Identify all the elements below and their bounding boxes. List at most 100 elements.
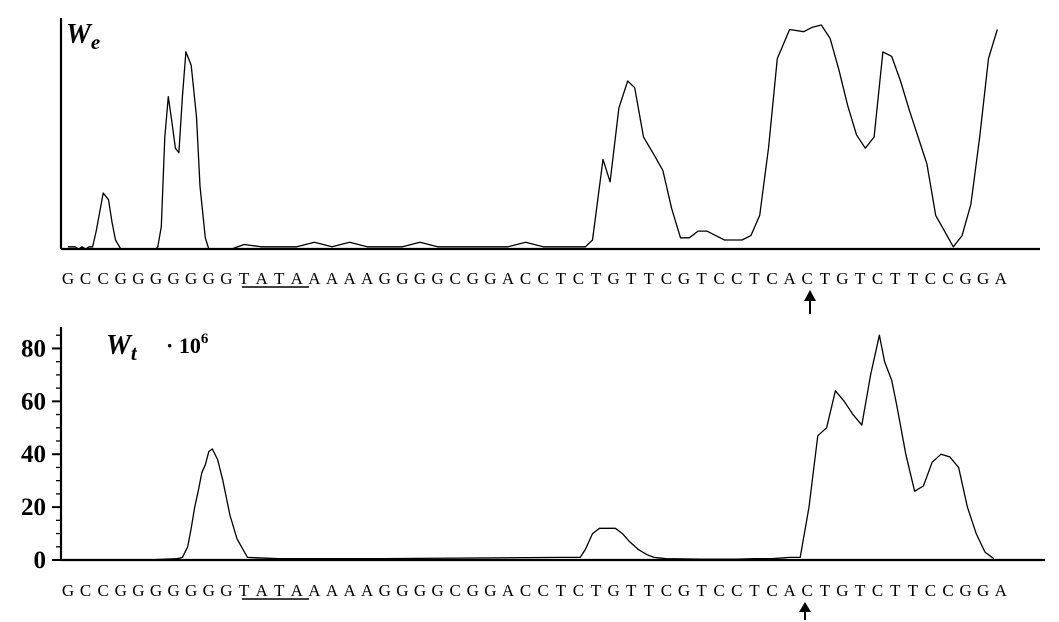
nucleotide: G [132,269,144,288]
nucleotide: C [450,269,461,288]
nucleotide: G [167,269,179,288]
nucleotide: C [925,581,936,600]
nucleotide: C [731,581,742,600]
nucleotide: A [343,269,356,288]
nucleotide: G [484,581,496,600]
nucleotide: T [239,269,250,288]
nucleotide: G [431,269,443,288]
nucleotide: G [959,581,971,600]
nucleotide: A [502,581,515,600]
nucleotide: G [220,581,232,600]
nucleotide: C [925,269,936,288]
nucleotide: A [361,581,374,600]
nucleotide: C [573,269,584,288]
nucleotide: G [150,269,162,288]
nucleotide: G [484,269,496,288]
nucleotide: A [361,269,374,288]
nucleotide: G [185,581,197,600]
nucleotide: T [855,581,866,600]
nucleotide: C [98,269,109,288]
nucleotide: C [942,581,953,600]
nucleotide: T [855,269,866,288]
nucleotide: C [98,581,109,600]
nucleotide: T [820,581,831,600]
nucleotide: C [766,581,777,600]
nucleotide: C [714,581,725,600]
y-tick-label: 80 [21,335,46,362]
nucleotide: T [908,269,919,288]
nucleotide: T [749,581,760,600]
tss-arrow-bottom [799,602,811,620]
nucleotide: G [396,581,408,600]
nucleotide: A [343,581,356,600]
nucleotide: G [431,581,443,600]
nucleotide: T [644,581,655,600]
nucleotide: C [661,581,672,600]
nucleotide: C [80,269,91,288]
nucleotide: G [467,269,479,288]
nucleotide: C [573,581,584,600]
nucleotide: G [678,269,690,288]
nucleotide: T [591,581,602,600]
nucleotide: G [150,581,162,600]
nucleotide: A [308,581,321,600]
y-tick-label: 20 [21,494,46,521]
nucleotide: C [802,581,813,600]
nucleotide: C [538,581,549,600]
nucleotide: T [820,269,831,288]
nucleotide: G [379,269,391,288]
nucleotide: A [326,269,339,288]
nucleotide: C [872,269,883,288]
nucleotide: G [132,581,144,600]
nucleotide: A [995,269,1008,288]
nucleotide: G [115,269,127,288]
nucleotide: G [678,581,690,600]
wt-y-ticks: 0 20 40 60 80 [21,334,61,574]
nucleotide: T [626,581,637,600]
nucleotide: T [644,269,655,288]
nucleotide: T [556,269,567,288]
y-tick-label: 40 [21,441,46,468]
nucleotide: C [538,269,549,288]
nucleotide: G [977,581,989,600]
nucleotide: T [626,269,637,288]
nucleotide: T [890,581,901,600]
nucleotide: G [62,269,74,288]
nucleotide: T [274,269,285,288]
nucleotide: C [766,269,777,288]
nucleotide: G [607,269,619,288]
nucleotide: C [80,581,91,600]
nucleotide: G [220,269,232,288]
nucleotide: C [802,269,813,288]
nucleotide: T [556,581,567,600]
nucleotide: A [783,269,796,288]
nucleotide: C [731,269,742,288]
nucleotide: T [591,269,602,288]
wt-panel-label: Wt [106,330,138,365]
nucleotide: G [396,269,408,288]
y-tick-label: 0 [34,547,47,574]
nucleotide: G [379,581,391,600]
nucleotide: G [959,269,971,288]
nucleotide: A [255,581,268,600]
nucleotide: G [607,581,619,600]
nucleotide: A [326,581,339,600]
nucleotide: G [467,581,479,600]
wt-scale-factor: · 106 [166,331,209,358]
tss-arrow-top [804,290,816,314]
nucleotide: G [115,581,127,600]
nucleotide: C [661,269,672,288]
nucleotide: T [749,269,760,288]
nucleotide: T [696,269,707,288]
nucleotide: C [714,269,725,288]
we-series-line [68,24,998,250]
y-tick-label: 60 [21,388,46,415]
nucleotide: G [836,581,848,600]
nucleotide: A [255,269,268,288]
nucleotide: A [502,269,515,288]
nucleotide: G [185,269,197,288]
